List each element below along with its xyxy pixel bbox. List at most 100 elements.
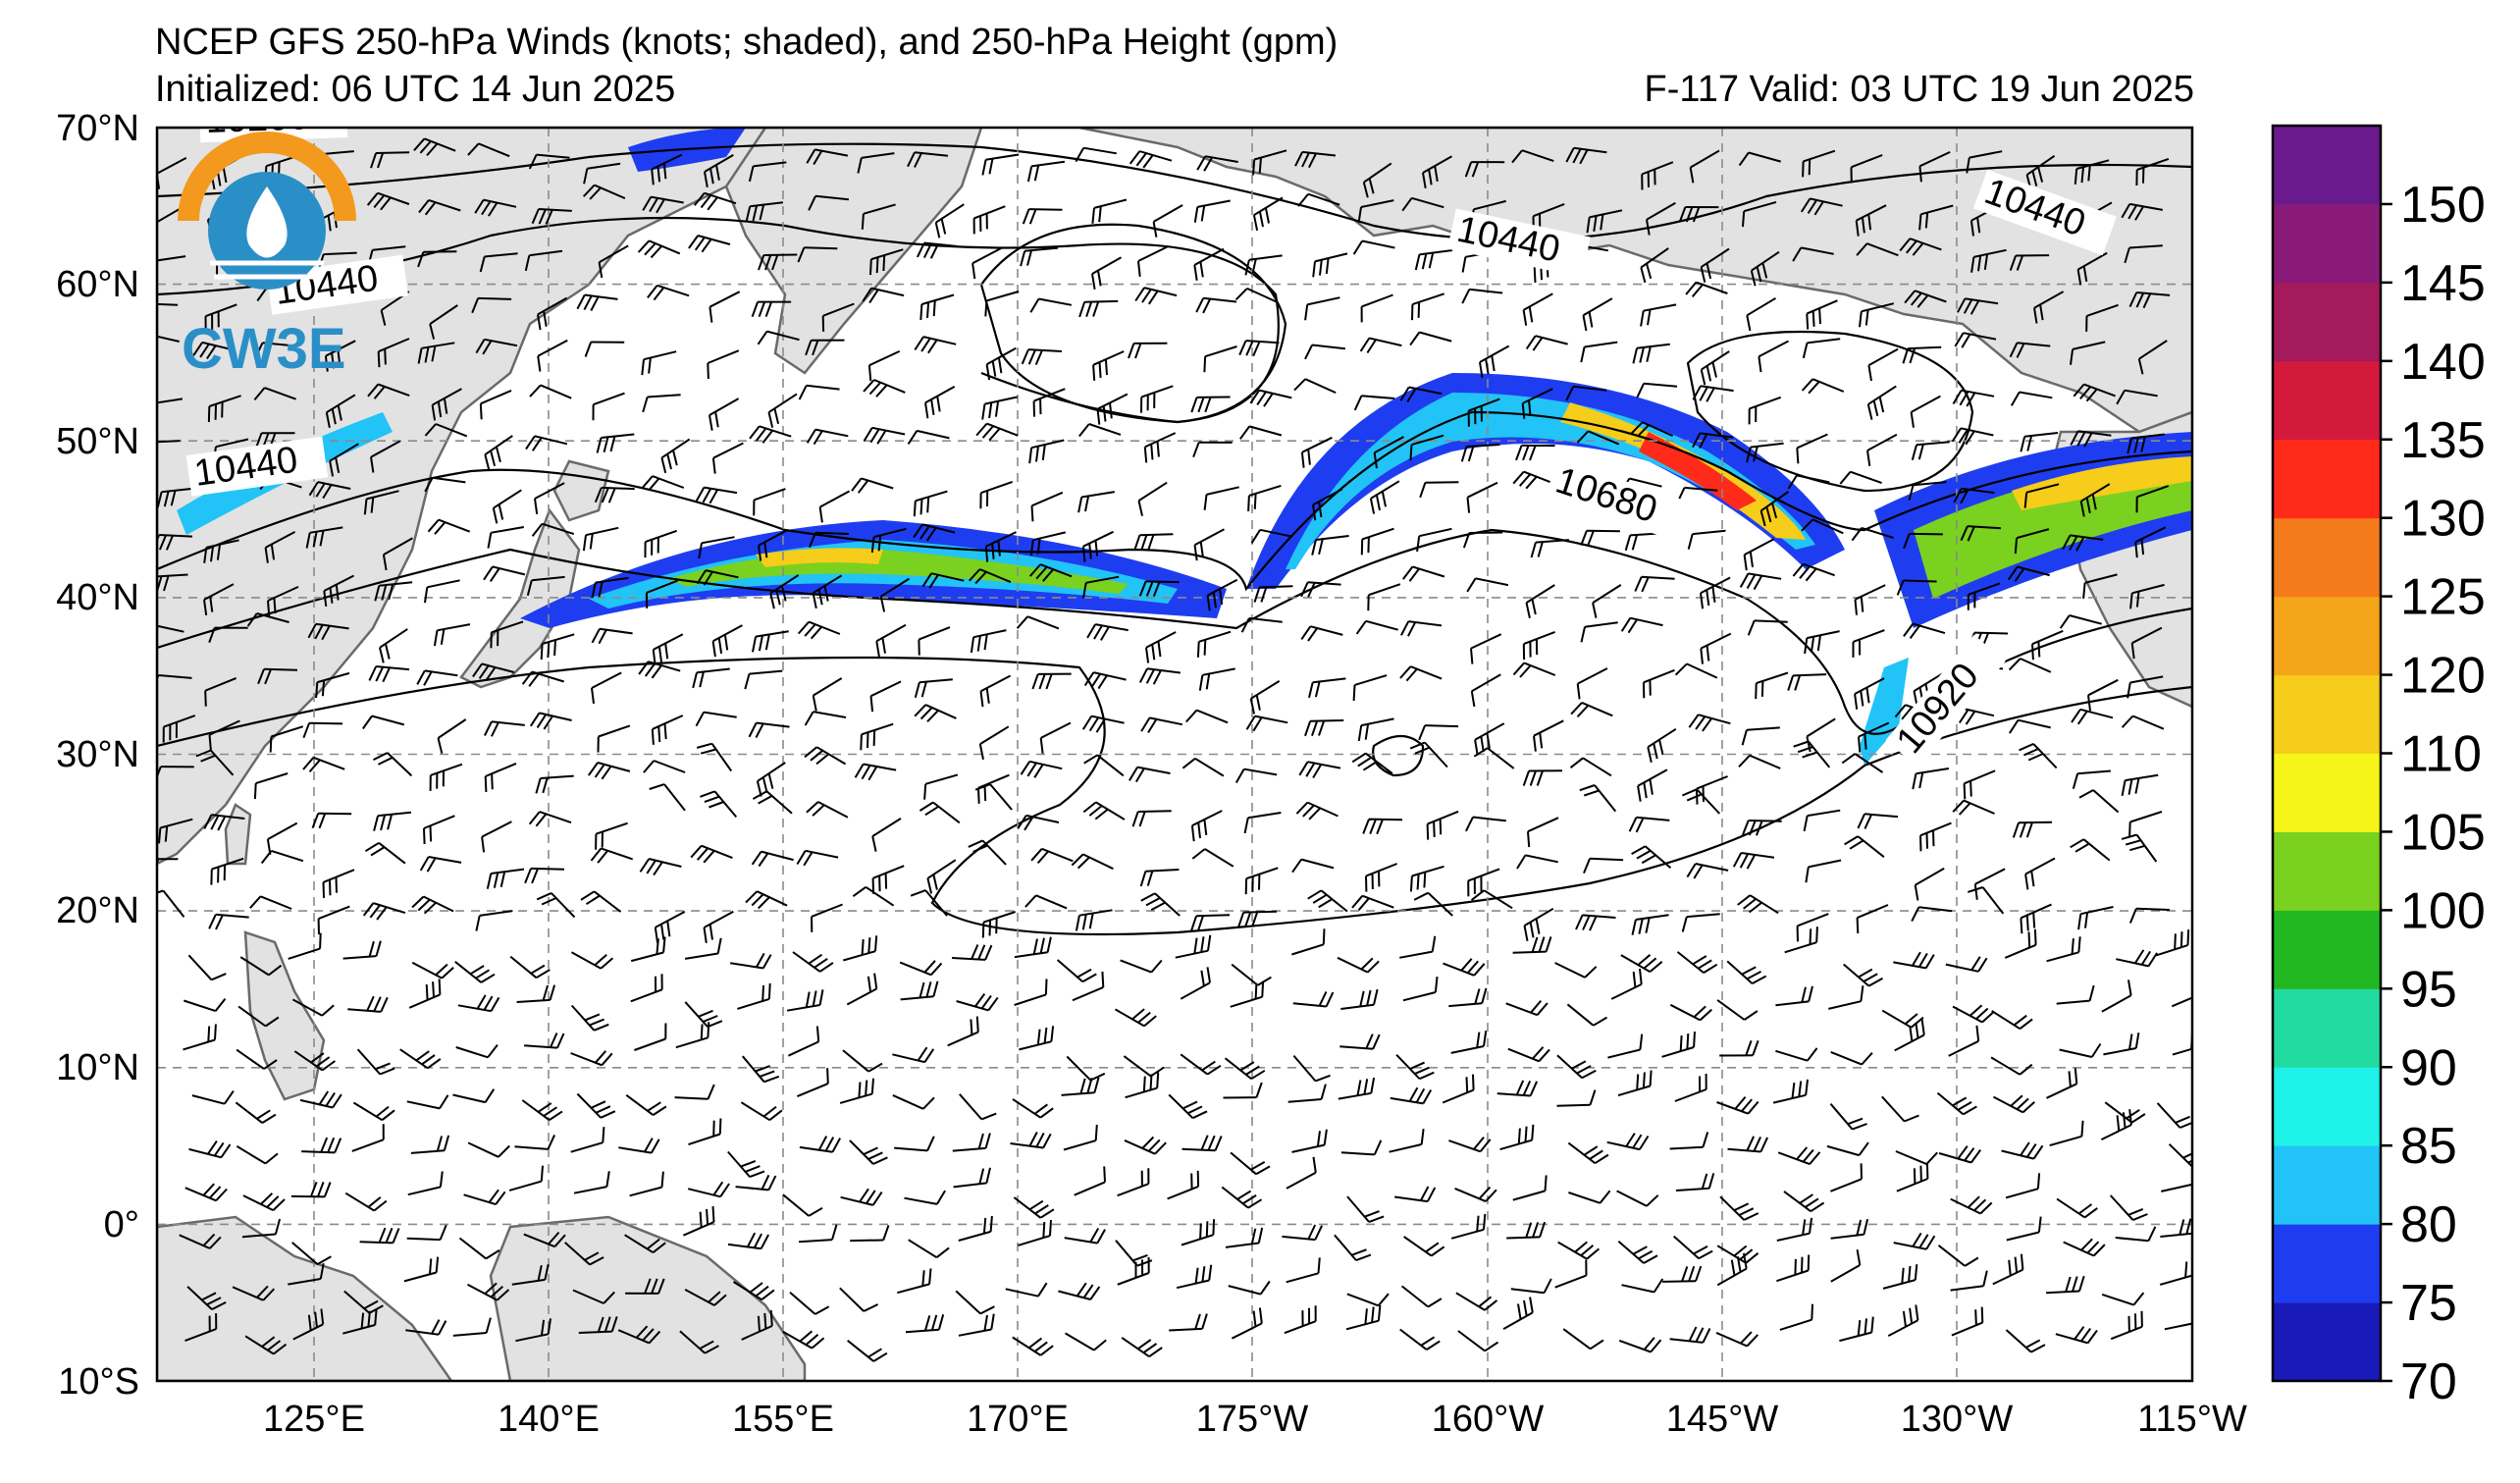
colorbar-bin-7 xyxy=(2273,753,2381,832)
contour-closed-low-1 xyxy=(979,223,1287,424)
wind-barb xyxy=(2070,341,2106,365)
wind-barb xyxy=(290,1181,332,1198)
wind-barb xyxy=(908,1239,950,1259)
wind-barb xyxy=(985,346,1017,381)
wind-barb xyxy=(1510,1278,1552,1295)
wind-barb xyxy=(1741,820,1782,836)
wind-barb xyxy=(1716,1252,1748,1287)
wind-barb xyxy=(1061,1077,1100,1096)
wind-barb xyxy=(1125,1072,1160,1099)
colorbar-label-140: 140 xyxy=(2400,334,2486,391)
wind-barb xyxy=(1632,343,1670,364)
wind-barb xyxy=(1678,206,1719,223)
wind-barb xyxy=(584,341,625,357)
wind-barb xyxy=(403,1256,440,1283)
wind-barb xyxy=(1580,621,1618,643)
wind-barb xyxy=(157,302,179,306)
wind-barb xyxy=(1675,1173,1715,1192)
wind-barb xyxy=(923,773,959,800)
wind-barb xyxy=(1616,1190,1659,1207)
wind-barb xyxy=(1937,1245,1979,1267)
wind-barb xyxy=(1448,987,1488,1008)
wind-barb xyxy=(1512,470,1555,490)
land-kamchatka xyxy=(724,128,983,375)
wind-barb xyxy=(630,974,663,1003)
wind-barb xyxy=(1554,962,1598,979)
lat-label-40n: 40°N xyxy=(56,577,139,618)
wind-barb xyxy=(907,151,949,168)
wind-barb xyxy=(1086,623,1129,641)
wind-barb xyxy=(1020,246,1059,267)
wind-barb xyxy=(1647,727,1677,764)
wind-barb xyxy=(590,847,634,864)
wind-barb xyxy=(1580,529,1620,547)
wind-barb xyxy=(406,1094,449,1110)
wind-barb xyxy=(368,665,410,683)
wind-barb xyxy=(1176,1264,1213,1290)
wind-barb xyxy=(979,480,1014,509)
wind-barb xyxy=(914,704,957,722)
wind-barb xyxy=(811,903,843,932)
wind-barb xyxy=(796,849,839,867)
wind-barb xyxy=(1904,290,1947,308)
wind-barb xyxy=(918,626,951,656)
wind-barb xyxy=(1516,854,1558,870)
wind-barb xyxy=(797,620,841,640)
wind-barb xyxy=(652,633,684,665)
lon-label-155e: 155°E xyxy=(732,1399,834,1440)
wind-barb xyxy=(424,476,466,493)
lat-label-20n: 20°N xyxy=(56,890,139,931)
wind-barb xyxy=(204,303,237,333)
logo-text: CW3E xyxy=(182,317,346,381)
wind-barb xyxy=(1641,161,1674,190)
wind-barb xyxy=(1719,1039,1759,1057)
wind-barb xyxy=(2121,773,2159,796)
wind-barb xyxy=(947,1016,979,1047)
wind-barb xyxy=(971,246,1003,280)
wind-barb xyxy=(639,858,682,876)
wind-barb xyxy=(2124,244,2163,264)
wind-barb xyxy=(1360,527,1394,556)
wind-barb xyxy=(643,760,686,773)
wind-barb xyxy=(1353,395,1395,411)
wind-barb xyxy=(1234,287,1279,303)
wind-barb xyxy=(649,783,686,812)
wind-barb xyxy=(797,246,838,263)
map-content: 10200 10440 10440 10440 10440 10680 xyxy=(157,128,2192,1381)
wind-barb xyxy=(2168,1143,2192,1169)
contour-closed-low-2 xyxy=(1686,330,1974,493)
wind-barb xyxy=(1737,894,1779,915)
wind-barb xyxy=(1026,160,1066,183)
wind-barb xyxy=(1839,470,1882,485)
colorbar-bin-4 xyxy=(2273,988,2381,1068)
wind-barb xyxy=(892,1046,935,1064)
wind-barb xyxy=(1772,1079,1809,1104)
wind-barb xyxy=(1669,1326,1711,1344)
wind-barb xyxy=(1181,757,1225,777)
contour-4 xyxy=(157,528,2192,735)
wind-barb xyxy=(1606,1133,1650,1151)
wind-barb xyxy=(597,724,631,753)
wind-barb xyxy=(1203,345,1237,373)
wind-barb xyxy=(1401,196,1444,212)
wind-barb xyxy=(711,624,743,658)
wind-barb xyxy=(424,579,460,604)
lat-label-10s: 10°S xyxy=(58,1361,139,1403)
wind-barb xyxy=(1646,201,1676,236)
wind-barb xyxy=(727,1232,769,1250)
wind-barb xyxy=(767,393,798,428)
wind-barb xyxy=(1308,677,1346,699)
wind-barb xyxy=(570,1127,605,1153)
wind-barb xyxy=(1409,434,1444,461)
wind-barb xyxy=(843,935,878,962)
wind-barb xyxy=(1738,151,1781,167)
colorbar-label-105: 105 xyxy=(2400,804,2486,861)
wind-barb xyxy=(1300,581,1341,598)
wind-barb xyxy=(364,841,406,865)
wind-barb xyxy=(1805,859,1842,883)
wind-barb xyxy=(1225,1227,1264,1248)
wind-barb xyxy=(208,913,249,930)
wind-barb xyxy=(879,577,911,612)
wind-barb xyxy=(2082,573,2118,599)
wind-barb xyxy=(1512,662,1556,678)
